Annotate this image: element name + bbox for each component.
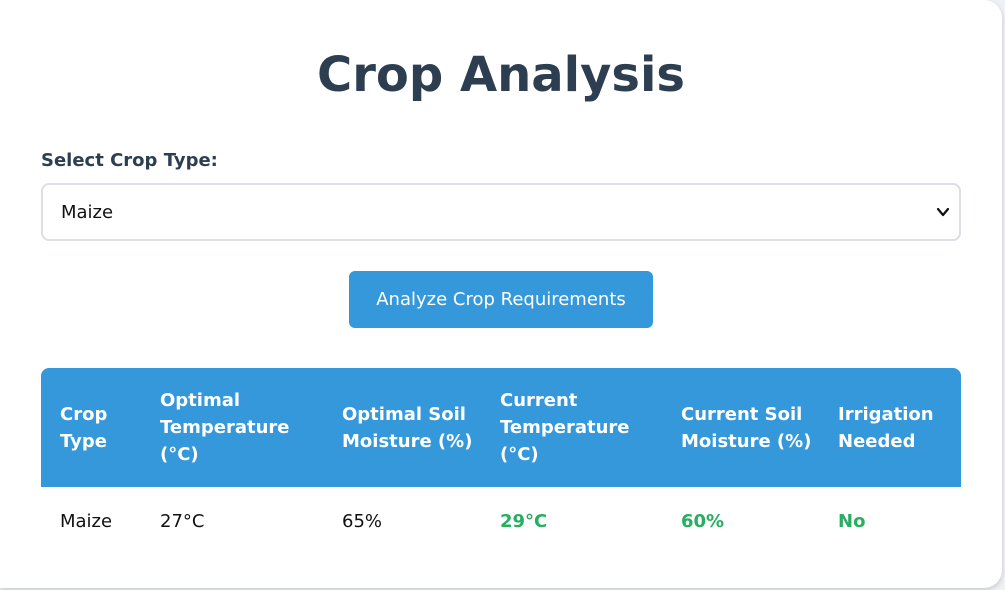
cell-current-soil-moisture: 60% bbox=[681, 510, 725, 532]
crop-type-label: Select Crop Type: bbox=[41, 150, 218, 171]
cell-optimal-temperature: 27°C bbox=[160, 510, 205, 532]
table-header-row: Crop Type Optimal Temperature (°C) Optim… bbox=[41, 368, 961, 487]
cell-irrigation-needed: No bbox=[838, 510, 866, 532]
crop-analysis-table: Crop Type Optimal Temperature (°C) Optim… bbox=[41, 368, 961, 555]
table-row: Maize 27°C 65% 29°C 60% No bbox=[41, 487, 961, 555]
chevron-down-icon bbox=[935, 203, 951, 221]
crop-type-select[interactable]: Maize bbox=[41, 183, 961, 241]
header-crop-type: Crop Type bbox=[60, 403, 108, 452]
crop-type-selected-value: Maize bbox=[61, 202, 114, 223]
header-optimal-soil-moisture: Optimal Soil Moisture (%) bbox=[342, 403, 473, 452]
header-current-soil-moisture: Current Soil Moisture (%) bbox=[681, 403, 812, 452]
header-optimal-temperature: Optimal Temperature (°C) bbox=[160, 390, 290, 465]
cell-optimal-soil-moisture: 65% bbox=[342, 510, 383, 532]
analyze-crop-button[interactable]: Analyze Crop Requirements bbox=[349, 271, 653, 328]
cell-crop-type: Maize bbox=[60, 510, 113, 532]
cell-current-temperature: 29°C bbox=[500, 510, 548, 532]
page-title: Crop Analysis bbox=[317, 47, 685, 103]
header-irrigation-needed: Irrigation Needed bbox=[838, 403, 934, 452]
header-current-temperature: Current Temperature (°C) bbox=[500, 390, 630, 465]
